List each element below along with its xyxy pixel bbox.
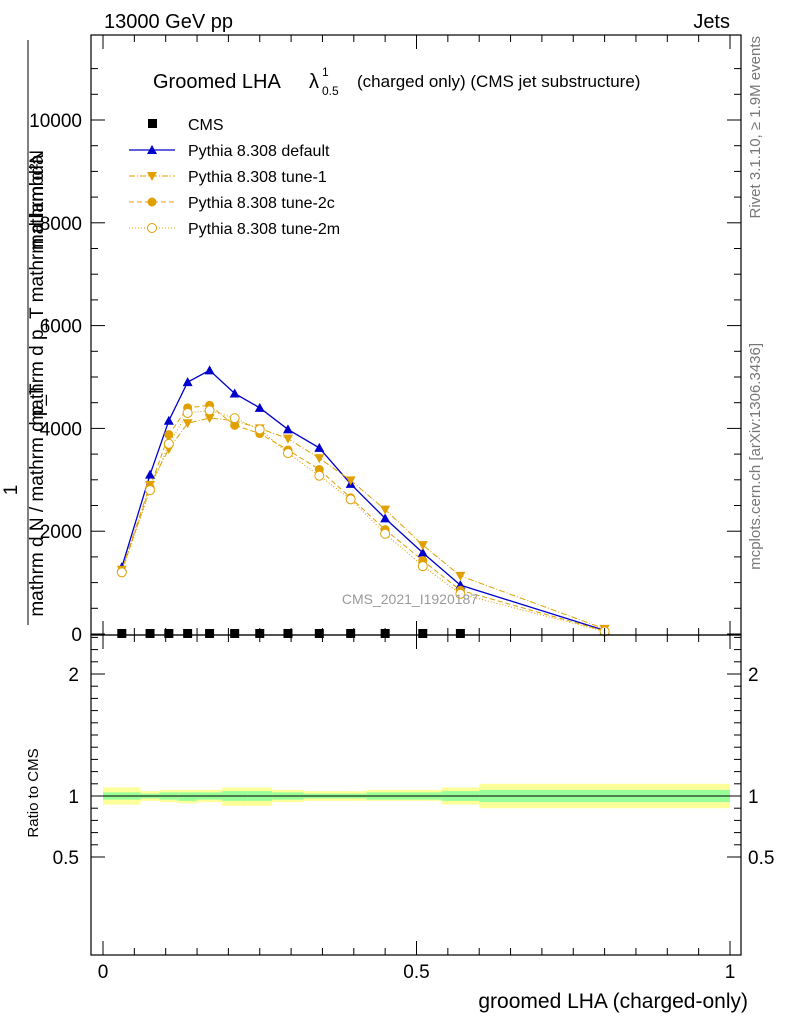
plot-title-subscript: 0.5 xyxy=(322,84,339,98)
y-label-top: mathrm d²N xyxy=(27,150,48,250)
ratio-inner-band-bin xyxy=(178,792,198,801)
data-point-pythia-8-308-tune-2m xyxy=(455,588,466,599)
mcplots-credit-label: mcplots.cern.ch [arXiv:1306.3436] xyxy=(747,343,764,570)
main-y-tick-label: 10000 xyxy=(29,111,82,132)
plot-title-superscript: 1 xyxy=(322,65,329,79)
data-point-cms xyxy=(346,628,356,638)
main-y-tick-label: 8000 xyxy=(40,214,82,235)
main-y-tick-label: 0 xyxy=(71,625,82,646)
data-point-pythia-8-308-tune-2m xyxy=(116,567,127,578)
main-y-tick-label: 6000 xyxy=(40,317,82,338)
legend-marker-cms xyxy=(148,119,157,128)
main-y-axis-label: mathrm d²N mathrm d p_T mathrm d lambda … xyxy=(1,40,48,625)
series-line-pythia-8-308-default xyxy=(121,369,605,632)
ratio-y-tick-label-right: 1 xyxy=(748,787,759,808)
data-point-cms xyxy=(418,628,428,638)
data-point-cms xyxy=(455,628,465,638)
data-point-cms xyxy=(164,628,174,638)
x-axis-label: groomed LHA (charged-only) xyxy=(478,990,748,1013)
data-point-cms xyxy=(314,628,324,638)
data-point-pythia-8-308-default xyxy=(314,442,325,452)
data-point-pythia-8-308-tune-2c xyxy=(230,420,240,430)
data-point-cms xyxy=(205,628,215,638)
data-point-pythia-8-308-tune-2m xyxy=(254,424,265,435)
data-point-pythia-8-308-tune-2m xyxy=(204,405,215,416)
legend-label-default: Pythia 8.308 default xyxy=(188,143,330,160)
data-point-pythia-8-308-default xyxy=(417,547,428,557)
data-point-pythia-8-308-tune-2c xyxy=(164,430,174,440)
jets-label: Jets xyxy=(693,11,730,33)
data-point-cms xyxy=(230,628,240,638)
legend-marker-tune-1 xyxy=(147,172,157,181)
data-point-pythia-8-308-default xyxy=(282,424,293,434)
ratio-y-tick-label-right: 2 xyxy=(748,665,759,686)
ratio-y-tick-label: 2 xyxy=(68,665,79,686)
y-label-one: 1 xyxy=(1,485,22,496)
ratio-y-tick-label: 0.5 xyxy=(53,848,79,869)
ratio-y-tick-label: 1 xyxy=(68,787,79,808)
y-label-top-denominator: mathrm d p_T mathrm d lambda xyxy=(27,154,48,425)
x-tick-label: 0.5 xyxy=(403,962,429,983)
data-point-pythia-8-308-tune-1 xyxy=(182,419,193,429)
ratio-y-axis-label: Ratio to CMS xyxy=(25,748,42,837)
data-point-pythia-8-308-tune-1 xyxy=(204,414,215,424)
rivet-version-label: Rivet 3.1.10, ≥ 1.9M events xyxy=(747,36,764,219)
legend-marker-tune-2m xyxy=(147,223,157,233)
data-point-cms xyxy=(145,628,155,638)
legend-label-cms: CMS xyxy=(188,117,224,134)
data-point-pythia-8-308-tune-1 xyxy=(455,571,466,581)
data-point-pythia-8-308-tune-2m xyxy=(282,448,293,459)
ratio-y-tick-label-right: 0.5 xyxy=(748,848,774,869)
main-y-tick-label: 2000 xyxy=(40,522,82,543)
data-point-pythia-8-308-default xyxy=(380,513,391,523)
data-point-pythia-8-308-tune-2m xyxy=(417,561,428,572)
series-line-pythia-8-308-tune-2m xyxy=(121,409,605,632)
main-y-tick-label: 4000 xyxy=(40,419,82,440)
plot-title: Groomed LHA xyxy=(153,71,281,93)
analysis-watermark: CMS_2021_I1920187 xyxy=(342,591,478,607)
legend-marker-tune-2c xyxy=(147,197,157,207)
data-point-pythia-8-308-tune-1 xyxy=(380,505,391,515)
data-point-pythia-8-308-tune-1 xyxy=(417,541,428,551)
data-point-pythia-8-308-tune-2m xyxy=(163,438,174,449)
legend-label-tune-1: Pythia 8.308 tune-1 xyxy=(188,169,327,186)
data-point-pythia-8-308-tune-1 xyxy=(314,454,325,464)
energy-label: 13000 GeV pp xyxy=(104,11,233,33)
data-point-pythia-8-308-default xyxy=(163,415,174,425)
y-label-bottom: mathrm d N / mathrm d p_T xyxy=(27,383,48,617)
data-point-pythia-8-308-default xyxy=(229,388,240,398)
legend: CMS Pythia 8.308 default Pythia 8.308 tu… xyxy=(129,117,340,238)
x-tick-label: 1 xyxy=(725,962,736,983)
x-tick-label: 0 xyxy=(98,962,109,983)
data-point-cms xyxy=(283,628,293,638)
data-point-pythia-8-308-tune-1 xyxy=(345,476,356,486)
plot-title-symbol: λ xyxy=(309,71,319,93)
data-point-pythia-8-308-default xyxy=(145,469,156,479)
data-point-pythia-8-308-tune-1 xyxy=(282,434,293,444)
data-point-pythia-8-308-default xyxy=(204,365,215,375)
data-point-pythia-8-308-tune-2m xyxy=(345,494,356,505)
ratio-plot-frame xyxy=(90,634,742,956)
data-markers xyxy=(116,365,610,638)
data-point-pythia-8-308-tune-2m xyxy=(145,485,156,496)
data-point-pythia-8-308-tune-2m xyxy=(314,470,325,481)
legend-label-tune-2c: Pythia 8.308 tune-2c xyxy=(188,195,335,212)
data-point-cms xyxy=(117,628,127,638)
data-point-pythia-8-308-tune-2m xyxy=(182,407,193,418)
data-point-pythia-8-308-tune-2m xyxy=(229,413,240,424)
axis-ticks: 0 2000 4000 6000 8000 10000 0 0.5 1 0.5 0.5 1 1 2 2 xyxy=(29,35,774,983)
data-point-cms xyxy=(183,628,193,638)
plot-title-suffix: (charged only) (CMS jet substructure) xyxy=(357,72,640,91)
data-point-pythia-8-308-tune-2m xyxy=(380,528,391,539)
data-point-pythia-8-308-default xyxy=(182,377,193,387)
data-point-pythia-8-308-default xyxy=(254,402,265,412)
legend-marker-default xyxy=(147,145,157,154)
legend-label-tune-2m: Pythia 8.308 tune-2m xyxy=(188,221,340,238)
